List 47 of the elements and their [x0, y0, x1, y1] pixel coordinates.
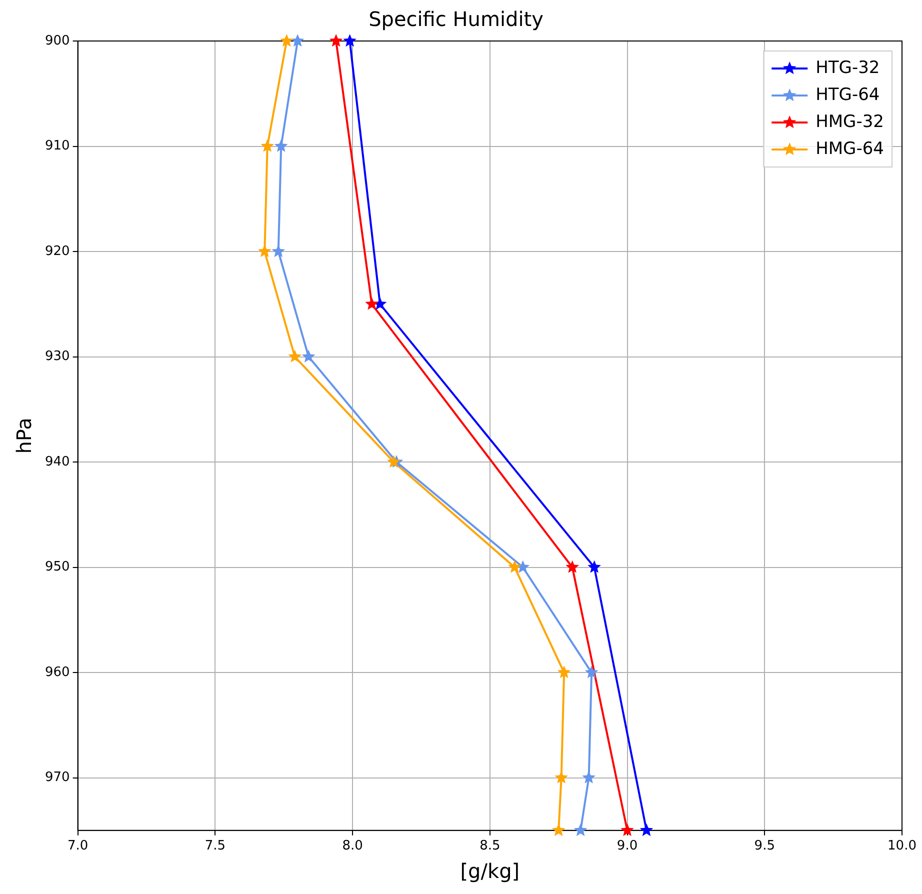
point: [329, 34, 343, 47]
point: [588, 560, 601, 573]
point: [373, 297, 387, 310]
x-tick-label: 7.5: [204, 838, 226, 854]
point: [343, 34, 356, 47]
point: [508, 560, 522, 573]
y-tick-label: 970: [44, 770, 70, 786]
point: [584, 666, 598, 678]
legend-label: HMG-64: [816, 138, 884, 159]
legend-label: HTG-32: [816, 58, 880, 78]
x-tick-label: 9.0: [616, 838, 638, 854]
y-tick-label: 910: [44, 138, 70, 154]
point: [280, 34, 294, 47]
point: [640, 823, 654, 836]
point: [258, 244, 272, 258]
point: [552, 823, 566, 836]
point: [387, 455, 400, 468]
chart-title: Specific Humidity: [368, 7, 544, 32]
point: [574, 823, 588, 836]
x-tick-label: 10.0: [888, 838, 916, 854]
point: [290, 34, 304, 47]
point: [554, 770, 568, 784]
y-tick-label: 920: [44, 244, 70, 259]
point: [365, 297, 378, 310]
point: [516, 560, 530, 573]
point: [288, 350, 302, 362]
y-tick-label: 950: [44, 560, 70, 575]
y-tick-label: 900: [44, 33, 70, 48]
point: [566, 560, 579, 573]
point: [557, 666, 571, 678]
x-tick-label: 9.5: [754, 838, 775, 854]
x-tick-label: 8.5: [480, 838, 500, 854]
x-tick-label: 8.0: [342, 838, 363, 854]
point: [274, 139, 288, 152]
point: [582, 770, 596, 784]
legend-label: HTG-64: [816, 84, 880, 105]
point: [620, 823, 634, 836]
legend-label: HMG-32: [816, 112, 884, 132]
point: [302, 350, 316, 362]
x-axis-title: [g/kg]: [460, 859, 520, 884]
point: [272, 244, 286, 258]
y-axis-title: hPa: [12, 418, 36, 454]
point: [260, 139, 274, 152]
y-tick-label: 940: [44, 454, 70, 470]
y-tick-label: 930: [44, 349, 70, 364]
x-tick-label: 7.0: [67, 838, 88, 854]
y-tick-label: 960: [44, 664, 70, 680]
